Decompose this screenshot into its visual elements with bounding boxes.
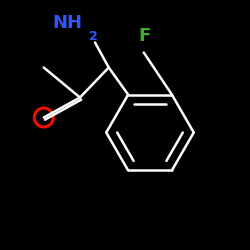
Text: 2: 2 [89,30,98,43]
Text: F: F [139,27,151,45]
Text: NH: NH [52,14,82,32]
